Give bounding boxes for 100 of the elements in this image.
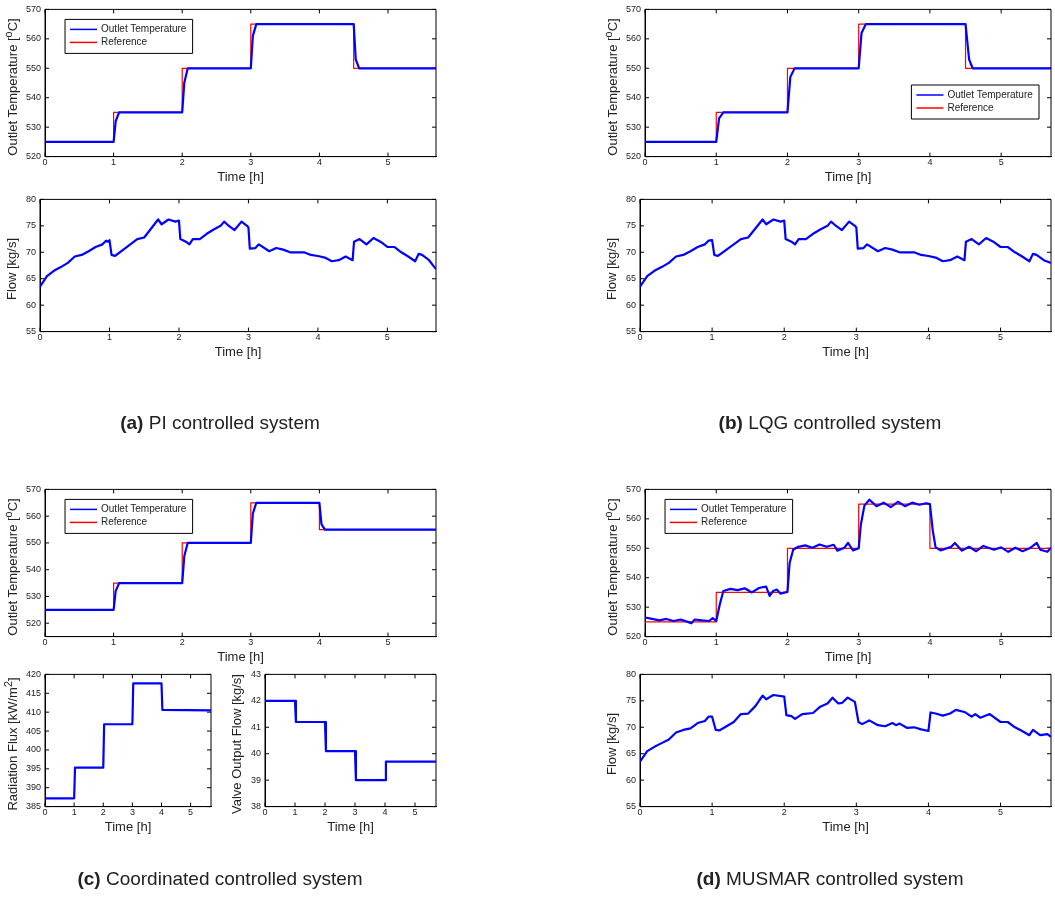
x-tick-label: 0 [42,637,48,648]
x-tick-label: 2 [784,637,790,648]
y-tick-label: 65 [626,273,637,284]
x-tick-label: 5 [998,637,1004,648]
x-axis-title: Time [h] [327,818,374,834]
x-tick-label: 2 [176,332,182,343]
y-tick-label: 550 [25,537,42,548]
y-tick-label: 42 [251,695,262,706]
x-tick-label: 4 [382,807,388,818]
x-tick-label: 0 [642,637,648,648]
x-tick-label: 0 [262,807,268,818]
y-tick-label: 75 [26,220,37,231]
x-axis-title: Time [h] [214,343,262,359]
x-tick-label: 4 [927,157,933,168]
y-tick-label: 520 [25,151,42,162]
y-tick-label: 60 [626,774,637,785]
x-tick-label: 3 [856,637,862,648]
y-tick-label: 385 [25,801,42,812]
y-tick-label: 80 [26,193,37,204]
y-tick-label: 80 [626,668,637,679]
y-tick-label: 410 [25,706,42,717]
x-tick-label: 2 [322,807,328,818]
x-tick-label: 4 [927,637,933,648]
y-tick-label: 75 [626,220,637,231]
text: (c) Coordinated controlled system [77,868,363,890]
y-tick-label: 39 [251,774,262,785]
x-tick-label: 2 [179,637,185,648]
y-tick-label: 400 [25,744,42,755]
y-axis-title: Flow [kg/s] [3,237,19,301]
y-tick-label: 520 [625,631,642,642]
y-tick-label: 60 [626,299,637,310]
x-tick-label: 5 [998,157,1004,168]
x-tick-label: 5 [412,807,418,818]
x-tick-label: 3 [248,637,254,648]
y-tick-label: 55 [26,326,37,337]
legend-label: Reference [101,516,148,528]
y-tick-label: 520 [625,151,642,162]
x-tick-label: 1 [292,807,298,818]
y-tick-label: 55 [626,326,637,337]
x-tick-label: 3 [352,807,358,818]
x-tick-label: 1 [71,807,77,818]
x-tick-label: 5 [188,807,194,818]
x-tick-label: 3 [245,332,251,343]
x-tick-label: 3 [248,157,254,168]
y-tick-label: 38 [251,801,262,812]
x-tick-label: 5 [385,637,391,648]
x-axis-title: Time [h] [822,343,869,359]
y-tick-label: 570 [625,483,642,494]
x-tick-label: 4 [925,807,931,818]
y-tick-label: 530 [25,121,42,132]
x-tick-label: 0 [37,332,43,343]
y-tick-label: 560 [25,510,42,521]
x-tick-label: 0 [637,807,643,818]
y-tick-label: 560 [25,33,42,44]
y-axis-title: Flow [kg/s] [603,712,619,776]
x-tick-label: 0 [637,332,643,343]
y-tick-label: 405 [25,725,42,736]
text: (a) PI controlled system [120,412,320,434]
legend-label: Outlet Temperature [101,503,187,515]
legend-label: Reference [947,101,994,113]
x-tick-label: 2 [179,157,185,168]
x-tick-label: 1 [713,637,719,648]
y-tick-label: 530 [625,601,642,612]
y-tick-label: 65 [26,273,37,284]
x-tick-label: 4 [158,807,164,818]
x-tick-label: 2 [781,807,787,818]
y-tick-label: 530 [25,590,42,601]
x-axis-title: Time [h] [217,648,264,664]
y-tick-label: 70 [626,721,637,732]
y-tick-label: 550 [625,542,642,553]
x-tick-label: 4 [316,157,322,168]
x-tick-label: 1 [709,332,715,343]
y-tick-label: 550 [25,62,42,73]
y-tick-label: 520 [25,617,42,628]
x-tick-label: 2 [784,157,790,168]
x-tick-label: 5 [998,807,1004,818]
text: (b) LQG controlled system [718,412,942,434]
x-tick-label: 1 [106,332,112,343]
y-tick-label: 530 [625,121,642,132]
x-axis-title: Time [h] [217,168,264,184]
x-tick-label: 1 [111,157,117,168]
legend-label: Reference [701,516,748,528]
y-tick-label: 550 [625,62,642,73]
x-axis-title: Time [h] [822,818,869,834]
legend-label: Outlet Temperature [101,23,187,35]
y-tick-label: 560 [625,33,642,44]
y-tick-label: 570 [625,3,642,14]
x-axis-title: Time [h] [824,648,872,664]
x-tick-label: 4 [315,332,321,343]
x-tick-label: 3 [856,157,862,168]
y-tick-label: 570 [25,3,42,14]
x-tick-label: 1 [709,807,715,818]
x-tick-label: 3 [853,332,859,343]
y-tick-label: 420 [25,668,42,679]
x-tick-label: 0 [642,157,648,168]
y-tick-label: 70 [26,246,37,257]
x-tick-label: 2 [100,807,106,818]
y-tick-label: 540 [25,564,42,575]
legend-label: Reference [101,36,148,48]
y-tick-label: 540 [625,572,642,583]
